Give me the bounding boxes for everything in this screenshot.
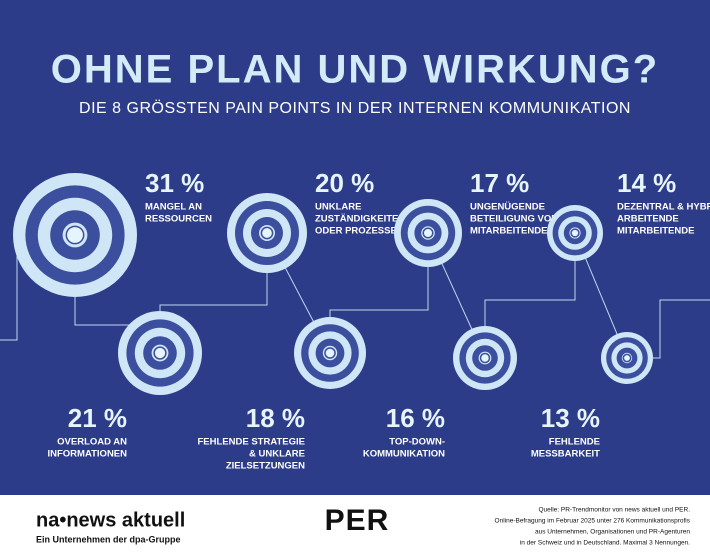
logo: na•news aktuell <box>36 509 185 531</box>
pain-point-label: KOMMUNIKATION <box>363 449 445 460</box>
pain-point-label: FEHLENDE <box>549 437 600 448</box>
ring-center <box>260 226 274 240</box>
pain-point-label: RESSOURCEN <box>145 214 212 225</box>
pain-point-label: & UNKLARE <box>249 449 305 460</box>
pain-point-label: OVERLOAD AN <box>57 437 127 448</box>
pain-point-label: BETEILIGUNG VON <box>470 214 558 225</box>
source-note: in der Schweiz und in Deutschland. Maxim… <box>520 540 690 547</box>
pain-point-label: MITARBEITENDEN <box>470 226 554 237</box>
pain-point-label: UNKLARE <box>315 202 361 213</box>
footer-background <box>0 495 710 558</box>
percent: 14 % <box>617 168 676 198</box>
logo-subtitle: Ein Unternehmen der dpa-Gruppe <box>36 534 181 544</box>
ring-center <box>479 352 491 364</box>
ring-center <box>622 353 632 363</box>
pain-point-label: INFORMATIONEN <box>47 449 127 460</box>
percent: 31 % <box>145 168 204 198</box>
pain-point-label: ARBEITENDE <box>617 214 679 225</box>
pain-point-label: MANGEL AN <box>145 202 202 213</box>
pain-point-label: FEHLENDE STRATEGIE <box>198 437 306 448</box>
pain-point-label: ZIELSETZUNGEN <box>226 461 305 472</box>
subtitle: DIE 8 GRÖSSTEN PAIN POINTS IN DER INTERN… <box>79 99 631 117</box>
pain-point-label: DEZENTRAL & HYBRID <box>617 202 710 213</box>
percent: 21 % <box>68 403 127 433</box>
ring-center <box>324 347 336 359</box>
percent: 18 % <box>246 403 305 433</box>
pain-point-label: UNGENÜGENDE <box>470 202 545 213</box>
ring-center <box>422 227 434 239</box>
percent: 16 % <box>386 403 445 433</box>
source-note: Quelle: PR-Trendmonitor von news aktuell… <box>539 507 691 514</box>
ring-center <box>570 228 580 238</box>
partner-logo: PER <box>325 504 390 537</box>
percent: 17 % <box>470 168 529 198</box>
source-note: aus Unternehmen, Organisationen und PR-A… <box>535 529 690 536</box>
pain-point-label: MITARBEITENDE <box>617 226 694 237</box>
pain-point-label: MESSBARKEIT <box>531 449 600 460</box>
ring-center <box>65 225 85 245</box>
pain-point-label: TOP-DOWN- <box>389 437 445 448</box>
title: OHNE PLAN UND WIRKUNG? <box>51 48 659 92</box>
pain-point-label: ODER PROZESSE <box>315 226 397 237</box>
pain-point-label: ZUSTÄNDIGKEITEN <box>315 214 405 225</box>
percent: 20 % <box>315 168 374 198</box>
percent: 13 % <box>541 403 600 433</box>
ring-center <box>153 346 167 360</box>
source-note: Online-Befragung im Februar 2025 unter 2… <box>495 518 691 525</box>
